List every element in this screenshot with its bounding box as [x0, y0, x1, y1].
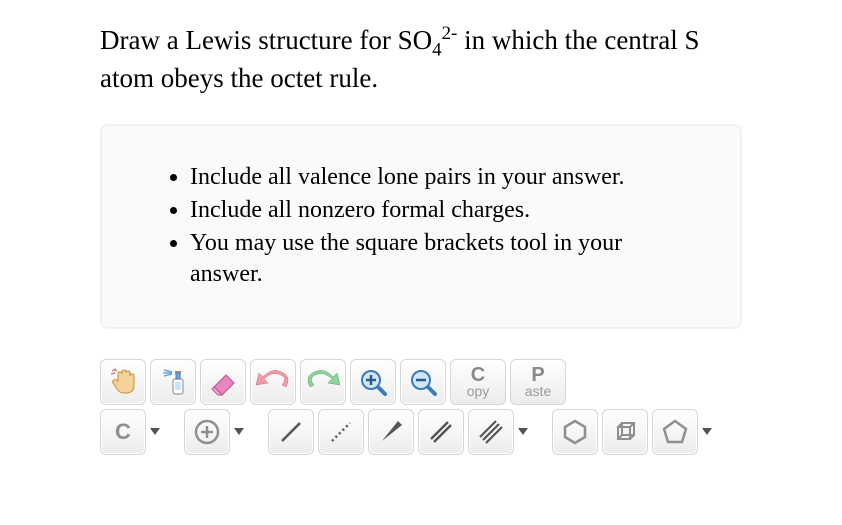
- dotted-bond-icon: [326, 417, 356, 447]
- triple-bond-icon: [476, 417, 506, 447]
- triple-bond-button[interactable]: [468, 409, 514, 455]
- chevron-down-icon: [518, 428, 528, 435]
- zoom-out-icon: [408, 367, 438, 397]
- element-dropdown[interactable]: [150, 428, 162, 435]
- element-c-button[interactable]: C: [100, 409, 146, 455]
- copy-small-label: opy: [467, 384, 490, 398]
- instructions-box: Include all valence lone pairs in your a…: [100, 124, 742, 329]
- element-label: C: [115, 419, 131, 445]
- redo-icon: [306, 367, 340, 397]
- spray-tool-button[interactable]: [150, 359, 196, 405]
- double-bond-icon: [426, 417, 456, 447]
- eraser-tool-icon: [208, 367, 238, 397]
- paste-big-label: P: [531, 365, 544, 385]
- cube-button[interactable]: [602, 409, 648, 455]
- paste-small-label: aste: [525, 384, 551, 398]
- instructions-list: Include all valence lone pairs in your a…: [166, 162, 700, 291]
- add-tool-button[interactable]: [184, 409, 230, 455]
- double-bond-button[interactable]: [418, 409, 464, 455]
- toolbar-row-1: C opy P aste: [100, 359, 742, 405]
- q-formula-sup: 2-: [442, 23, 458, 44]
- chevron-down-icon: [150, 428, 160, 435]
- pentagon-icon: [660, 417, 690, 447]
- q-formula-base: SO: [398, 25, 433, 55]
- instruction-item: Include all valence lone pairs in your a…: [190, 162, 700, 193]
- question-text: Draw a Lewis structure for SO42- in whic…: [100, 22, 742, 96]
- q-formula-sub: 4: [432, 39, 441, 60]
- paste-button[interactable]: P aste: [510, 359, 566, 405]
- add-dropdown[interactable]: [234, 428, 246, 435]
- zoom-out-button[interactable]: [400, 359, 446, 405]
- wedge-bond-icon: [376, 417, 406, 447]
- zoom-in-button[interactable]: [350, 359, 396, 405]
- bond-dropdown[interactable]: [518, 428, 530, 435]
- wedge-bond-button[interactable]: [368, 409, 414, 455]
- eraser-tool-button[interactable]: [200, 359, 246, 405]
- undo-icon: [256, 367, 290, 397]
- ring-dropdown[interactable]: [702, 428, 714, 435]
- undo-button[interactable]: [250, 359, 296, 405]
- instruction-item: You may use the square brackets tool in …: [190, 228, 700, 290]
- instruction-item: Include all nonzero formal charges.: [190, 195, 700, 226]
- redo-button[interactable]: [300, 359, 346, 405]
- zoom-in-icon: [358, 367, 388, 397]
- drawing-toolbar: C opy P aste C: [100, 359, 742, 455]
- single-bond-icon: [276, 417, 306, 447]
- q-prefix: Draw a Lewis structure for: [100, 25, 398, 55]
- single-bond-button[interactable]: [268, 409, 314, 455]
- plus-circle-icon: [193, 418, 221, 446]
- pentagon-button[interactable]: [652, 409, 698, 455]
- copy-big-label: C: [471, 365, 485, 385]
- hexagon-button[interactable]: [552, 409, 598, 455]
- hand-tool-button[interactable]: [100, 359, 146, 405]
- spray-tool-icon: [158, 367, 188, 397]
- toolbar-row-2: C: [100, 409, 742, 455]
- copy-button[interactable]: C opy: [450, 359, 506, 405]
- dotted-bond-button[interactable]: [318, 409, 364, 455]
- chevron-down-icon: [702, 428, 712, 435]
- chevron-down-icon: [234, 428, 244, 435]
- hand-tool-icon: [108, 367, 138, 397]
- cube-icon: [610, 417, 640, 447]
- hexagon-icon: [560, 417, 590, 447]
